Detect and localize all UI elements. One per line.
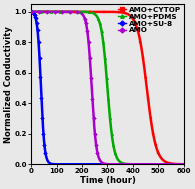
Point — [103, 10, 106, 13]
Point — [35, 21, 38, 24]
Point — [117, 11, 120, 14]
Y-axis label: Normalized Conductivity: Normalized Conductivity — [4, 26, 13, 143]
Point — [107, 97, 110, 100]
Point — [100, 29, 103, 32]
Point — [91, 97, 94, 100]
Point — [78, 10, 81, 13]
Point — [88, 57, 91, 60]
Point — [68, 10, 71, 13]
Point — [61, 10, 64, 13]
Point — [42, 132, 45, 135]
Point — [144, 76, 147, 79]
Point — [87, 11, 90, 14]
Point — [30, 10, 33, 13]
Point — [31, 11, 35, 14]
Point — [90, 76, 93, 79]
Point — [38, 56, 41, 59]
Point — [41, 116, 44, 119]
Point — [32, 12, 35, 15]
Point — [86, 29, 89, 32]
Point — [43, 144, 46, 147]
Point — [33, 14, 36, 17]
Point — [74, 10, 77, 13]
Point — [68, 10, 71, 13]
Point — [93, 132, 97, 135]
Point — [149, 117, 152, 120]
Point — [103, 57, 106, 60]
Point — [88, 10, 91, 13]
Point — [59, 10, 62, 13]
Point — [96, 151, 99, 154]
Point — [76, 11, 79, 14]
Point — [146, 97, 150, 100]
Point — [45, 10, 48, 13]
Point — [154, 144, 157, 147]
X-axis label: Time (hour): Time (hour) — [80, 176, 135, 185]
Point — [37, 40, 40, 43]
Point — [36, 29, 39, 32]
Point — [39, 76, 42, 79]
Point — [30, 10, 33, 13]
Point — [95, 144, 98, 147]
Point — [134, 22, 137, 25]
Point — [136, 29, 139, 32]
Point — [105, 76, 108, 79]
Legend: AMO+CYTOP, AMO+PDMS, AMO+SU-8, AMO: AMO+CYTOP, AMO+PDMS, AMO+SU-8, AMO — [117, 6, 182, 34]
Point — [45, 10, 49, 13]
Point — [44, 151, 47, 154]
Point — [30, 11, 33, 14]
Point — [34, 15, 37, 18]
Point — [34, 17, 37, 20]
Point — [83, 18, 86, 21]
Point — [98, 22, 101, 25]
Point — [49, 10, 52, 13]
Point — [87, 41, 90, 44]
Point — [113, 151, 117, 154]
Point — [97, 18, 100, 21]
Point — [139, 41, 142, 44]
Point — [40, 10, 43, 13]
Point — [92, 117, 95, 120]
Point — [141, 57, 144, 60]
Point — [30, 10, 33, 13]
Point — [38, 10, 41, 13]
Point — [152, 132, 155, 135]
Point — [84, 22, 88, 25]
Point — [132, 18, 135, 21]
Point — [110, 132, 113, 135]
Point — [31, 11, 34, 14]
Point — [33, 13, 36, 16]
Point — [40, 97, 43, 100]
Point — [112, 144, 115, 147]
Point — [157, 151, 160, 154]
Point — [53, 10, 56, 13]
Point — [108, 117, 112, 120]
Point — [102, 41, 105, 44]
Point — [59, 10, 62, 13]
